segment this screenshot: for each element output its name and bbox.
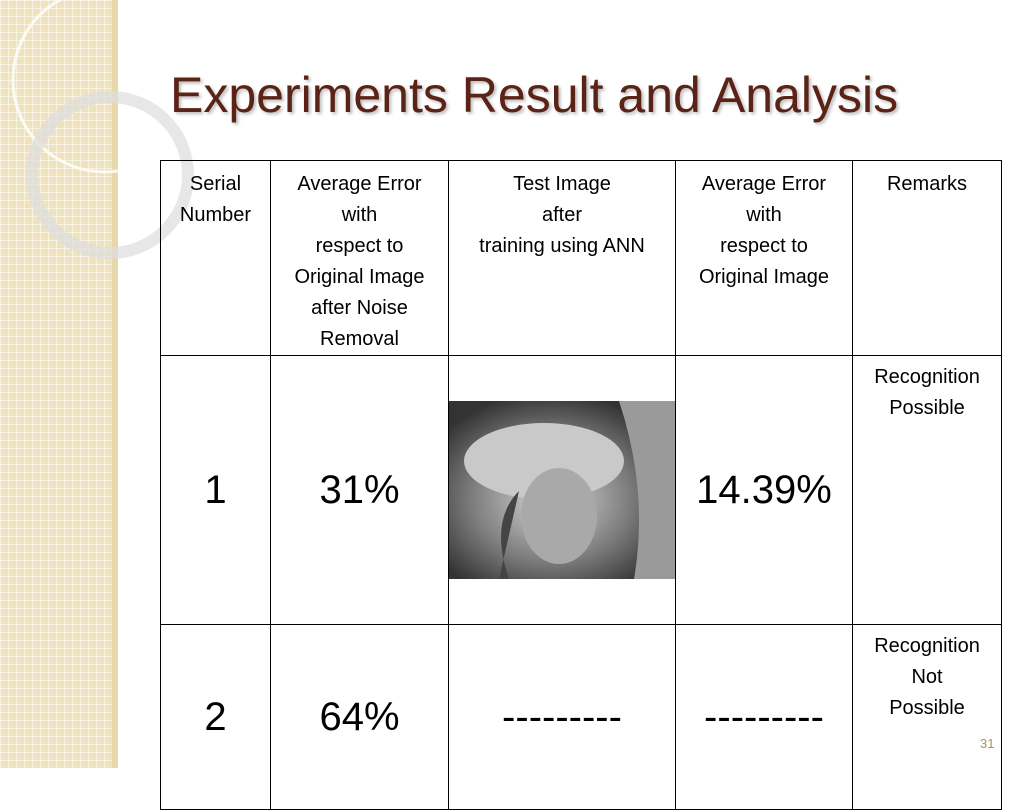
test-image xyxy=(449,401,675,579)
header-cell: Average Error with respect to Original I… xyxy=(270,160,449,356)
slide: Experiments Result and Analysis Serial N… xyxy=(0,0,1002,810)
cell: --------- xyxy=(675,624,853,810)
cell: --------- xyxy=(448,624,676,810)
cell: 31% xyxy=(270,355,449,625)
slide-title: Experiments Result and Analysis xyxy=(170,67,899,123)
remark-cell: Recognition Possible xyxy=(852,355,1002,625)
header-cell: Serial Number xyxy=(160,160,271,356)
test-image-cell xyxy=(448,355,676,625)
cell: 1 xyxy=(160,355,271,625)
header-cell: Average Error with respect to Original I… xyxy=(675,160,853,356)
cell: 14.39% xyxy=(675,355,853,625)
page-number: 31 xyxy=(980,736,995,751)
header-cell: Test Image after training using ANN xyxy=(448,160,676,356)
header-row: Serial Number Average Error with respect… xyxy=(160,160,1002,356)
decor-strip xyxy=(0,0,112,768)
header-cell: Remarks xyxy=(852,160,1002,356)
data-row: 2 64% --------- --------- Recognition No… xyxy=(160,624,1002,810)
remark-cell: Recognition Not Possible xyxy=(852,624,1002,810)
decor-edge xyxy=(112,0,118,768)
cell: 64% xyxy=(270,624,449,810)
results-table: Serial Number Average Error with respect… xyxy=(160,160,1002,810)
cell: 2 xyxy=(160,624,271,810)
data-row: 1 31% 14.39% Recognition Possible xyxy=(160,355,1002,625)
